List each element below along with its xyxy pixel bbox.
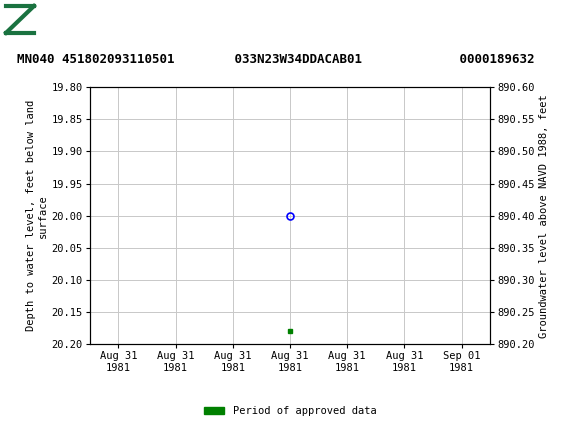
Y-axis label: Depth to water level, feet below land
surface: Depth to water level, feet below land su… xyxy=(26,100,48,331)
Text: USGS: USGS xyxy=(42,9,102,28)
Legend: Period of approved data: Period of approved data xyxy=(200,402,380,421)
Y-axis label: Groundwater level above NAVD 1988, feet: Groundwater level above NAVD 1988, feet xyxy=(539,94,549,338)
Text: MN040 451802093110501        033N23W34DDACAB01             0000189632: MN040 451802093110501 033N23W34DDACAB01 … xyxy=(17,52,535,66)
FancyBboxPatch shape xyxy=(5,3,35,35)
